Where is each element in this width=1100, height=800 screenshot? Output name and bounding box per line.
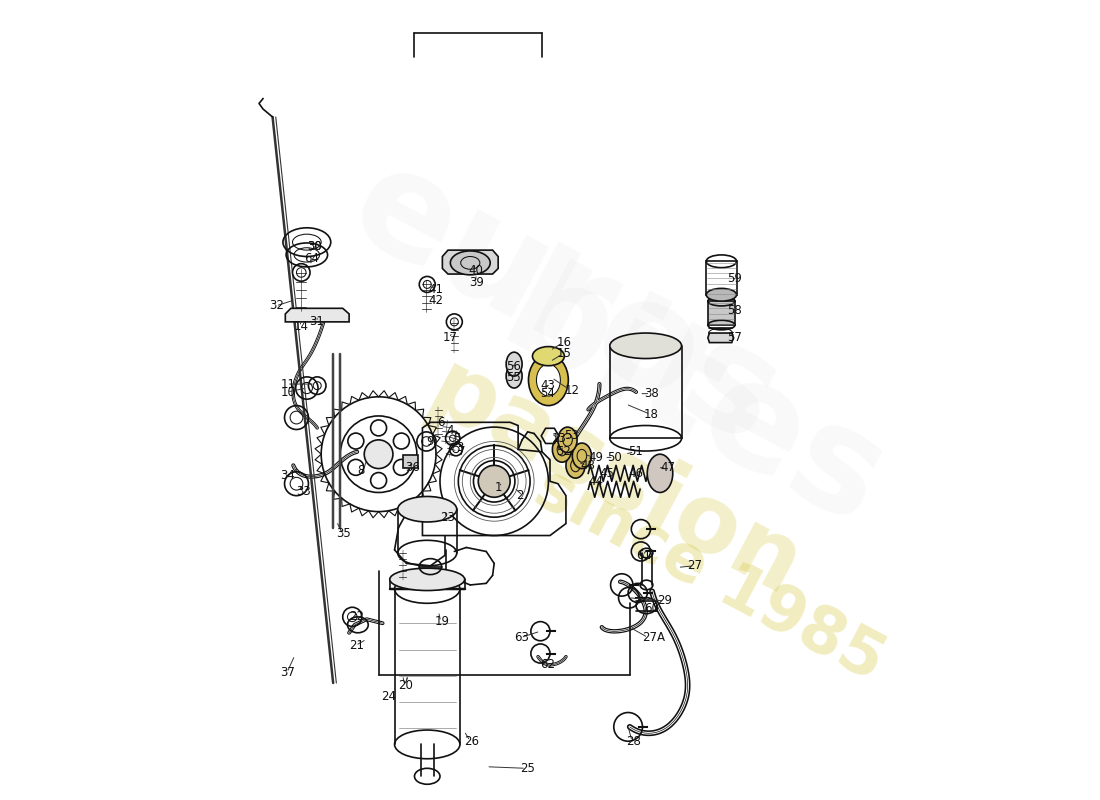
- Text: 7: 7: [459, 446, 465, 458]
- Text: 26: 26: [464, 734, 478, 748]
- Text: 42: 42: [429, 294, 443, 307]
- Text: 56: 56: [506, 360, 521, 373]
- Text: 14: 14: [294, 320, 308, 333]
- Text: 37: 37: [280, 666, 296, 679]
- Text: 49: 49: [588, 451, 603, 464]
- Text: 18: 18: [645, 408, 659, 421]
- Text: 17: 17: [442, 331, 458, 344]
- Bar: [708, 301, 735, 325]
- Text: 12: 12: [564, 384, 580, 397]
- Text: 6: 6: [437, 416, 444, 429]
- Ellipse shape: [558, 427, 578, 453]
- Text: 28: 28: [626, 734, 640, 748]
- Text: 41: 41: [429, 283, 443, 297]
- Text: 43: 43: [540, 379, 556, 392]
- Circle shape: [364, 440, 393, 469]
- Text: 1: 1: [494, 481, 502, 494]
- Text: 34: 34: [280, 470, 296, 482]
- Text: 38: 38: [645, 387, 659, 400]
- Text: 58: 58: [727, 304, 741, 318]
- Text: 35: 35: [337, 527, 351, 541]
- Text: 31: 31: [309, 315, 324, 328]
- Text: 62: 62: [540, 658, 556, 671]
- Polygon shape: [442, 250, 498, 274]
- Text: 57: 57: [727, 331, 741, 344]
- Text: euros: euros: [329, 134, 803, 475]
- Text: 19: 19: [434, 615, 450, 628]
- Polygon shape: [708, 333, 734, 342]
- Text: 59: 59: [727, 272, 741, 286]
- Text: 15: 15: [557, 347, 571, 360]
- Circle shape: [478, 466, 510, 498]
- Text: 29: 29: [658, 594, 672, 607]
- Ellipse shape: [537, 364, 560, 396]
- Text: 2: 2: [517, 489, 524, 502]
- Ellipse shape: [565, 453, 585, 478]
- Text: 60: 60: [645, 602, 659, 615]
- Text: since 1985: since 1985: [525, 458, 894, 694]
- Text: 9: 9: [427, 435, 433, 448]
- Text: 21: 21: [349, 639, 364, 652]
- Ellipse shape: [528, 354, 569, 406]
- Text: 20: 20: [398, 679, 414, 692]
- Text: bites: bites: [480, 242, 908, 558]
- Text: 51: 51: [628, 446, 643, 458]
- Text: 36: 36: [405, 462, 420, 474]
- Text: 10: 10: [280, 386, 296, 398]
- Text: 47: 47: [660, 462, 675, 474]
- Text: 46: 46: [628, 467, 643, 480]
- Text: 13: 13: [551, 432, 566, 445]
- Text: 55: 55: [506, 371, 521, 384]
- Ellipse shape: [706, 288, 737, 301]
- Text: 27A: 27A: [641, 631, 664, 644]
- Text: 44: 44: [588, 475, 603, 488]
- Ellipse shape: [450, 251, 491, 275]
- Text: 48: 48: [581, 459, 595, 472]
- Text: 16: 16: [557, 336, 571, 349]
- Text: 32: 32: [270, 299, 284, 313]
- Text: 11: 11: [280, 378, 296, 390]
- Text: 3: 3: [455, 442, 463, 454]
- Ellipse shape: [572, 443, 592, 469]
- Text: 23: 23: [440, 511, 455, 525]
- Text: 39: 39: [469, 275, 484, 289]
- Text: 30: 30: [307, 241, 321, 254]
- Text: 45: 45: [600, 467, 614, 480]
- Text: 64: 64: [305, 251, 319, 265]
- Ellipse shape: [398, 497, 456, 522]
- Text: 5: 5: [453, 432, 460, 445]
- Ellipse shape: [532, 346, 564, 366]
- Ellipse shape: [506, 352, 522, 376]
- Polygon shape: [285, 308, 349, 322]
- Text: 27: 27: [688, 559, 702, 572]
- Text: 8: 8: [358, 464, 364, 477]
- Ellipse shape: [647, 454, 673, 493]
- Ellipse shape: [506, 364, 522, 388]
- Text: 53: 53: [564, 430, 579, 442]
- Ellipse shape: [389, 568, 464, 590]
- Text: 30: 30: [307, 241, 321, 254]
- Ellipse shape: [552, 437, 572, 462]
- Text: 52: 52: [557, 446, 571, 458]
- Text: 63: 63: [514, 631, 529, 644]
- Text: 54: 54: [540, 387, 556, 400]
- Text: 61: 61: [636, 549, 651, 562]
- Ellipse shape: [609, 333, 682, 358]
- Text: 40: 40: [469, 264, 484, 278]
- Text: 25: 25: [519, 762, 535, 775]
- Bar: [706, 262, 737, 294]
- Text: 50: 50: [607, 451, 623, 464]
- Text: 4: 4: [447, 424, 454, 437]
- Text: passion: passion: [412, 343, 815, 616]
- Text: 22: 22: [349, 610, 364, 623]
- Bar: [403, 455, 418, 468]
- Text: 24: 24: [381, 690, 396, 703]
- Text: 33: 33: [297, 485, 311, 498]
